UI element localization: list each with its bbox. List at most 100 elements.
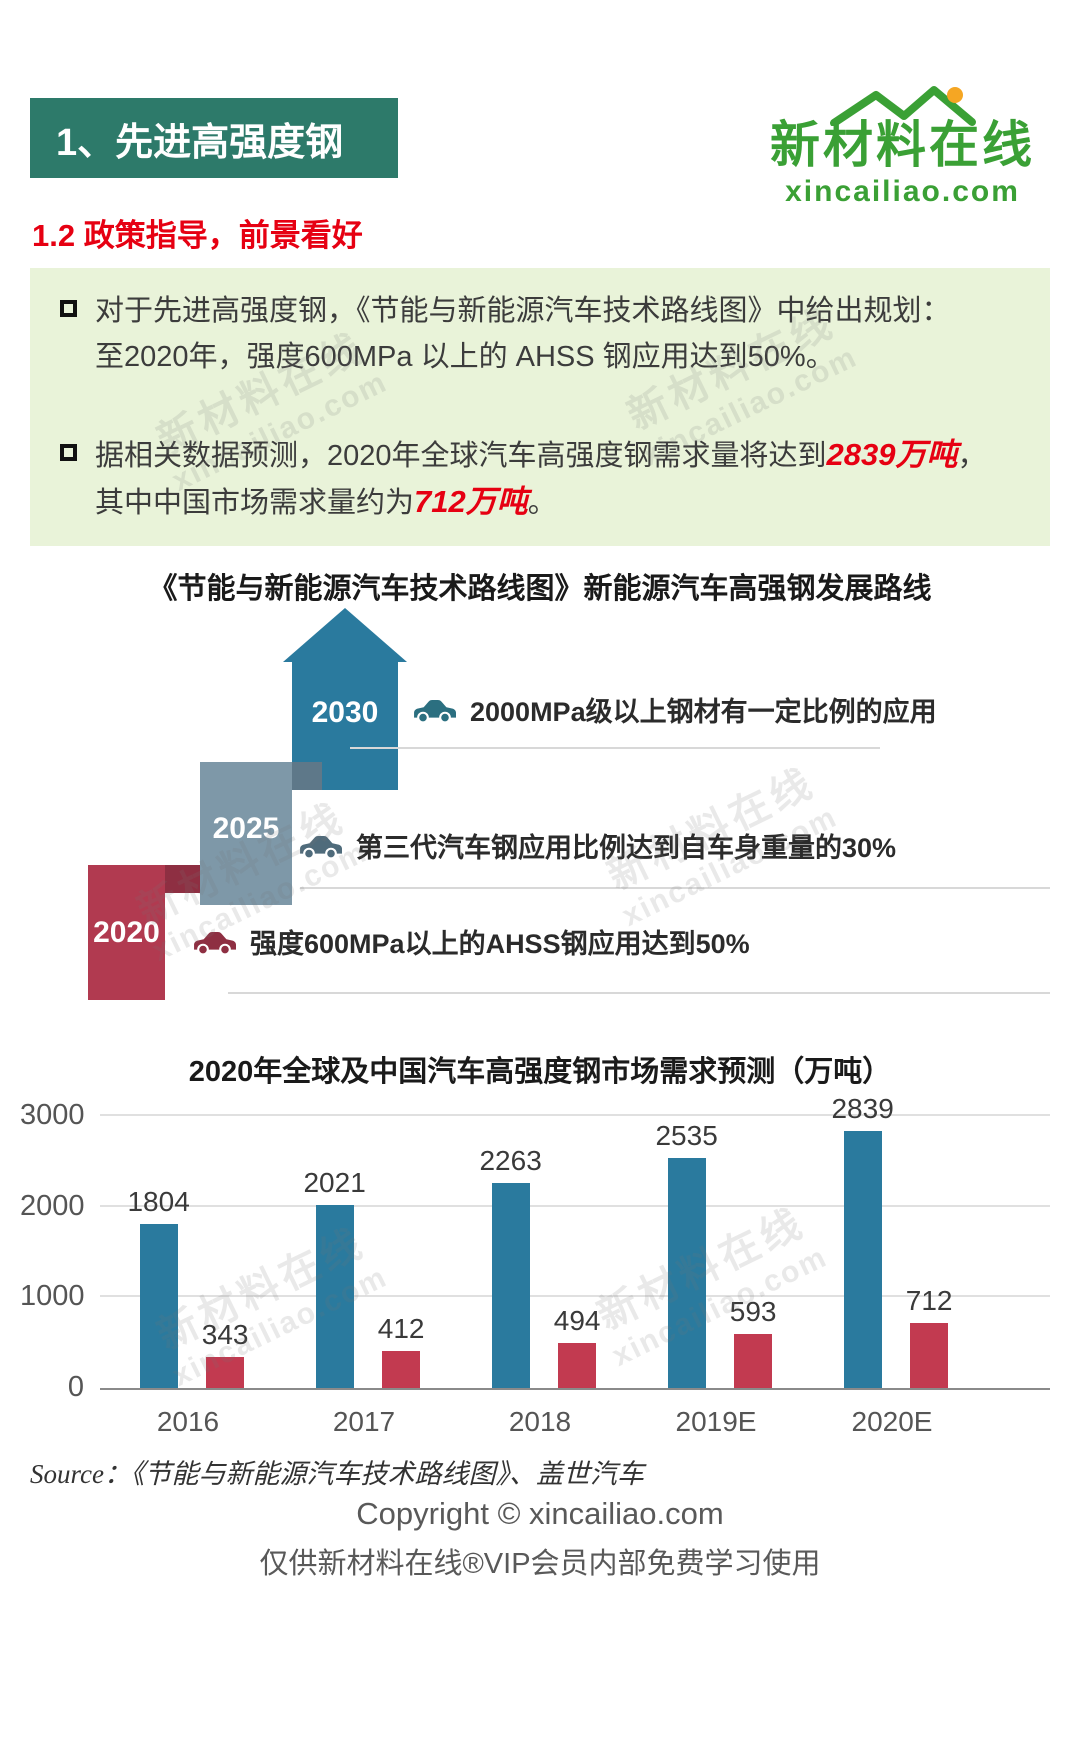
bar [491,1182,530,1388]
highlight-value: 2839万吨 [826,437,958,472]
bullet-text: 对于先进高强度钢，《节能与新能源汽车技术路线图》中给出规划： 至2020年，强度… [95,288,951,380]
bar-group: 2535 593 2019E [655,1120,777,1437]
car-icon [194,931,236,955]
step-2025: 2025 [200,762,292,905]
x-tick-label: 2016 [156,1406,220,1437]
bar-column: 2021 [303,1166,366,1388]
summary-box: 对于先进高强度钢，《节能与新能源汽车技术路线图》中给出规划： 至2020年，强度… [30,268,1050,546]
bar-value-label: 343 [201,1318,249,1350]
bar-group: 2839 712 2020E [831,1092,953,1437]
roadmap-item-label: 强度600MPa以上的AHSS钢应用达到50% [250,929,750,959]
section-title: 1、先进高强度钢 [56,121,344,164]
bar-value-label: 2263 [479,1144,542,1176]
bullet-item: 据相关数据预测，2020年全球汽车高强度钢需求量将达到2839万吨， 其中中国市… [56,432,1024,526]
bar-column: 343 [202,1319,249,1388]
gridline [100,1295,1050,1298]
roadmap-title: 《节能与新能源汽车技术路线图》新能源汽车高强钢发展路线 [148,573,932,605]
x-tick-label: 2018 [508,1406,572,1437]
sun-dot-icon [946,87,963,103]
chart-title: 2020年全球及中国汽车高强度钢市场需求预测（万吨） [188,1056,892,1088]
roadmap-item-2025: 第三代汽车钢应用比例达到自车身重量的30% [298,826,896,865]
text-segment: 至2020年，强度600MPa 以上的 AHSS 钢应用达到50%。 [95,341,835,373]
text-segment: 据相关数据预测，2020年全球汽车高强度钢需求量将达到 [95,440,827,472]
bar-value-label: 593 [729,1296,777,1328]
x-tick-label: 2020E [851,1406,933,1437]
copyright-line: Copyright © xincailiao.com [356,1496,724,1531]
roadmap-item-2020: 强度600MPa以上的AHSS钢应用达到50% [192,922,750,961]
roadmap-rule [300,887,1050,889]
up-arrow-icon [283,608,407,662]
bar-column: 412 [378,1313,425,1388]
bar [315,1204,354,1388]
x-tick-label: 2017 [332,1406,396,1437]
x-tick-label: 2019E [675,1406,757,1437]
y-tick-label: 0 [67,1371,84,1403]
gridline [100,1204,1050,1207]
bullet-line: 至2020年，强度600MPa 以上的 AHSS 钢应用达到50%。 [95,334,951,380]
bar-column: 593 [730,1296,777,1388]
bullet-item: 对于先进高强度钢，《节能与新能源汽车技术路线图》中给出规划： 至2020年，强度… [56,288,1024,380]
y-tick-label: 2000 [20,1189,85,1222]
bullet-line: 其中中国市场需求量约为712万吨。 [95,479,987,526]
roadmap-rule [228,992,1050,994]
step-year: 2030 [311,695,379,729]
roadmap-item-2030: 2000MPa级以上钢材有一定比例的应用 [412,690,937,729]
step-year: 2020 [93,915,160,949]
logo-domain: xincailiao.com [785,175,1020,208]
bar-value-label: 2021 [303,1166,366,1198]
bar-value-label: 494 [553,1305,601,1337]
text-segment: 对于先进高强度钢，《节能与新能源汽车技术路线图》中给出规划： [95,295,951,327]
step-2020: 2020 [88,865,165,1000]
highlight-value: 712万吨 [414,484,528,519]
car-icon [300,835,342,859]
bar-column: 2839 [831,1092,894,1388]
bar-group: 1804 343 2016 [127,1186,249,1437]
bar-column: 712 [906,1285,953,1388]
step-connector [292,762,322,790]
bar [382,1350,421,1388]
source-note: Source：《节能与新能源汽车技术路线图》、盖世汽车 [30,1459,644,1489]
subsection-title: 1.2 政策指导，前景看好 [32,218,363,253]
step-year: 2025 [212,811,280,845]
y-tick-label: 1000 [20,1280,85,1313]
section-banner: 1、先进高强度钢 [30,98,398,178]
bar-column: 1804 [127,1186,190,1388]
bullet-text: 据相关数据预测，2020年全球汽车高强度钢需求量将达到2839万吨， 其中中国市… [95,432,987,526]
bar-value-label: 2839 [831,1092,894,1124]
bar [558,1343,597,1388]
usage-note: 仅供新材料在线®VIP会员内部免费学习使用 [259,1548,821,1580]
bullet-line: 对于先进高强度钢，《节能与新能源汽车技术路线图》中给出规划： [95,288,951,334]
square-bullet-icon [60,300,77,317]
bar-group: 2021 412 2017 [303,1166,425,1437]
text-segment: 。 [527,487,557,519]
bullet-line: 据相关数据预测，2020年全球汽车高强度钢需求量将达到2839万吨， [95,432,987,479]
bar-value-label: 2535 [655,1120,718,1152]
bar [734,1334,773,1388]
step-connector [165,865,200,893]
bar [910,1323,949,1388]
text-segment: 其中中国市场需求量约为 [95,487,415,519]
bar-value-label: 412 [377,1312,425,1344]
bar [139,1224,178,1388]
bar-column: 2535 [655,1120,718,1388]
bar [206,1356,245,1388]
roadmap-rule [350,747,880,749]
bar-group: 2263 494 2018 [479,1144,601,1437]
brand-logo: 新材料在线 xincailiao.com [770,86,1035,209]
bar-value-label: 712 [905,1285,953,1317]
roadmap-item-label: 2000MPa级以上钢材有一定比例的应用 [470,697,937,727]
square-bullet-icon [60,444,77,461]
bar-column: 2263 [479,1144,542,1388]
bar [843,1130,882,1388]
bar-plot: 0 1000 2000 3000 1804 343 2016 2021 412 2017 2263 4… [20,1093,1050,1437]
text-segment: ， [957,440,987,472]
logo-roof-icon [829,86,976,126]
roadmap-item-label: 第三代汽车钢应用比例达到自车身重量的30% [356,833,897,863]
gridline [100,1114,1050,1116]
logo-name: 新材料在线 [770,117,1035,173]
bar-column: 494 [554,1305,601,1388]
bar-value-label: 1804 [127,1186,190,1218]
car-icon [414,699,456,723]
y-tick-label: 3000 [20,1099,85,1131]
